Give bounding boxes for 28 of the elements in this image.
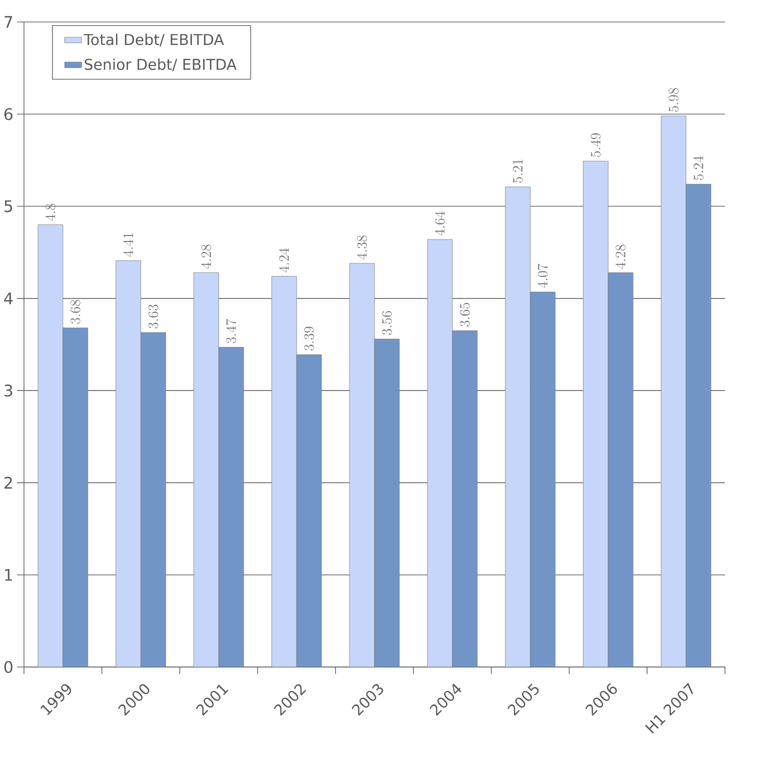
data-label: 5.98 <box>668 88 679 112</box>
data-label: 3.56 <box>382 311 392 335</box>
data-label: 3.68 <box>70 300 80 324</box>
data-label: 4.28 <box>201 244 212 269</box>
y-tick-label: 7 <box>4 16 12 28</box>
data-label: 4.8 <box>45 204 56 221</box>
y-tick-label: 3 <box>4 384 12 397</box>
data-label: 4.28 <box>616 244 626 269</box>
data-label: 5.21 <box>512 160 523 183</box>
data-label: 4.38 <box>356 236 367 260</box>
legend-label: Senior Debt/ EBITDA <box>84 58 237 72</box>
y-tick-label: 4 <box>4 292 13 304</box>
data-label: 4.64 <box>434 211 445 236</box>
data-label: 3.63 <box>148 304 158 328</box>
data-label: 3.47 <box>226 318 236 344</box>
data-label: 5.49 <box>590 133 601 157</box>
data-label: 3.39 <box>304 326 314 351</box>
y-tick-label: 1 <box>5 569 12 581</box>
data-label: 5.24 <box>693 156 704 180</box>
legend-label: Total Debt/ EBITDA <box>84 34 224 46</box>
data-label: 4.41 <box>123 233 134 257</box>
y-tick-label: 2 <box>4 476 12 489</box>
y-tick-label: 6 <box>4 108 12 120</box>
y-tick-label: 5 <box>4 200 12 212</box>
y-tick-label: 0 <box>4 660 12 674</box>
data-label: 3.65 <box>460 302 470 327</box>
data-label: 4.24 <box>279 248 289 272</box>
data-label: 4.07 <box>538 264 548 288</box>
